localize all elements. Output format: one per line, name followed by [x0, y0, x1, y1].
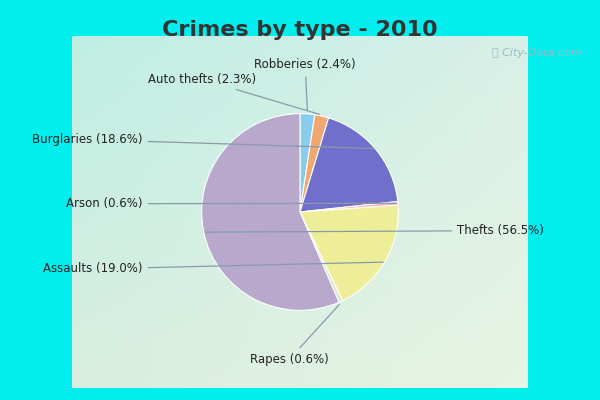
Text: Rapes (0.6%): Rapes (0.6%) [250, 304, 340, 366]
Text: Robberies (2.4%): Robberies (2.4%) [254, 58, 356, 110]
Text: Auto thefts (2.3%): Auto thefts (2.3%) [148, 73, 319, 114]
Wedge shape [300, 114, 315, 212]
Wedge shape [202, 114, 339, 310]
Text: Burglaries (18.6%): Burglaries (18.6%) [32, 133, 374, 148]
Wedge shape [300, 202, 398, 212]
Text: Arson (0.6%): Arson (0.6%) [66, 197, 396, 210]
Text: Thefts (56.5%): Thefts (56.5%) [205, 224, 544, 237]
Text: ⓘ City-Data.com: ⓘ City-Data.com [493, 48, 582, 58]
Wedge shape [300, 212, 343, 302]
Wedge shape [300, 115, 329, 212]
Wedge shape [300, 205, 398, 301]
Text: Crimes by type - 2010: Crimes by type - 2010 [162, 20, 438, 40]
Wedge shape [300, 118, 398, 212]
Text: Assaults (19.0%): Assaults (19.0%) [43, 262, 383, 276]
